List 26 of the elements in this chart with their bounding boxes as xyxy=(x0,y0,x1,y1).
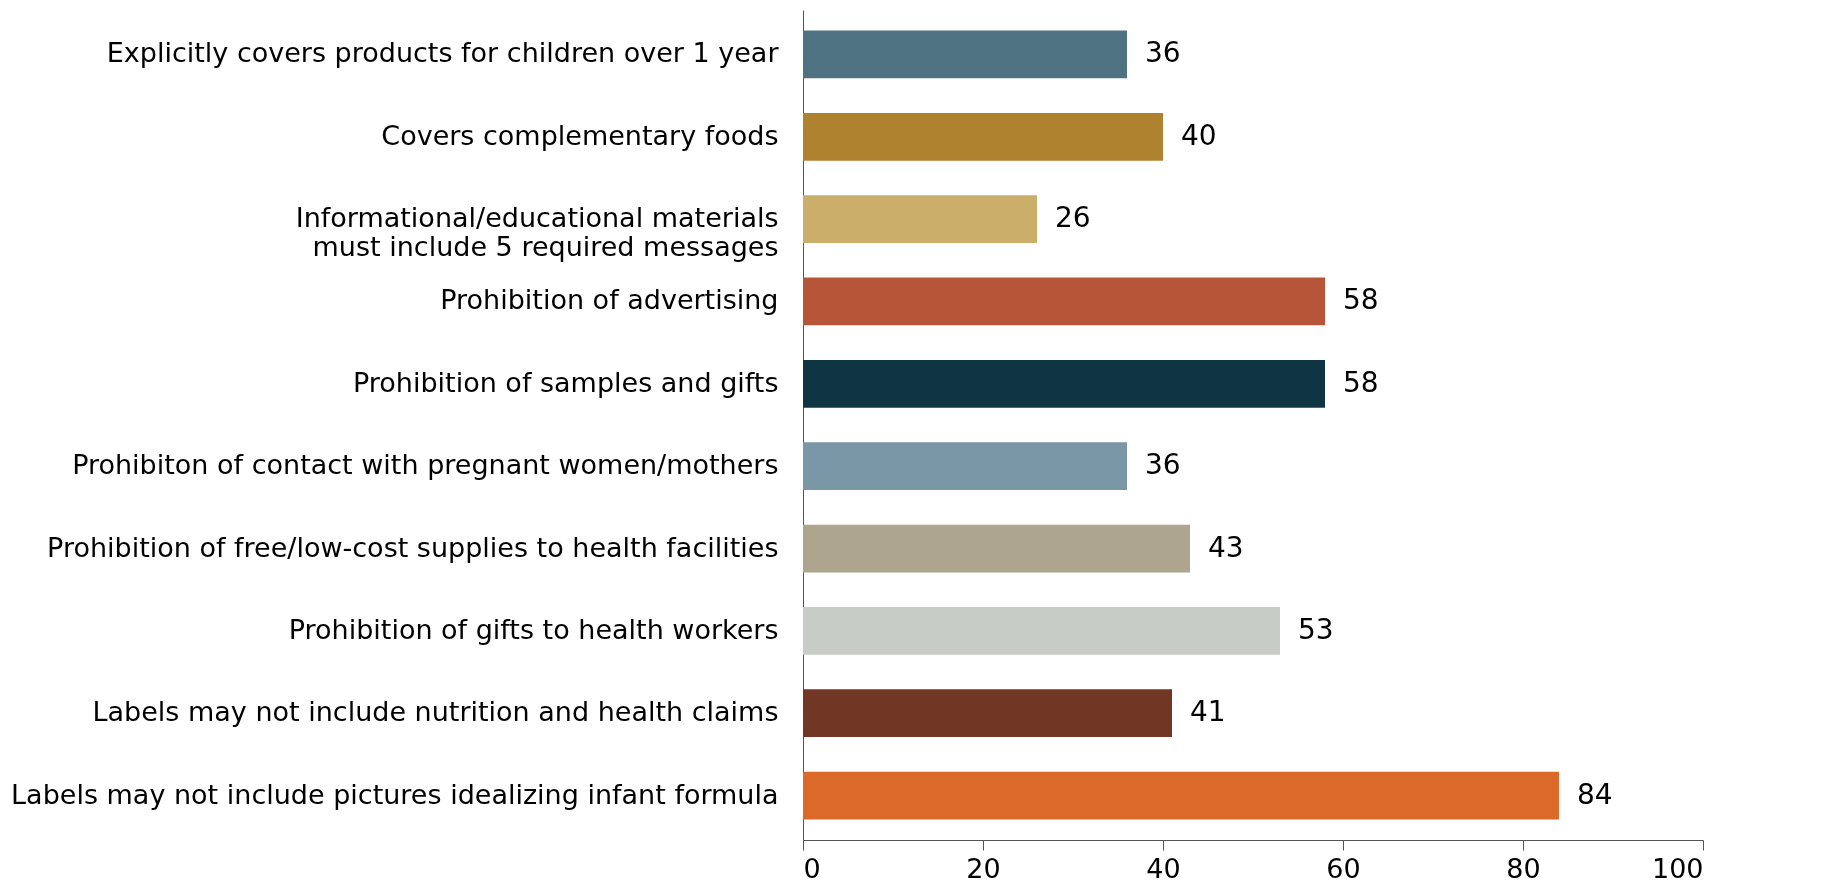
x-tick-label: 60 xyxy=(1326,852,1361,884)
y-tick-label: Prohibition of samples and gifts xyxy=(352,366,779,398)
y-tick-label: Explicitly covers products for children over 1 year xyxy=(106,37,780,69)
y-tick-label: Prohibition of free/low-cost supplies to health facilities xyxy=(47,531,779,563)
x-tick-label: 20 xyxy=(966,852,1001,884)
y-tick-label: Prohibition of gifts to health workers xyxy=(288,613,779,645)
y-tick-label: Labels may not include pictures idealizing infant formula xyxy=(11,778,779,810)
data-label: 36 xyxy=(1145,448,1181,482)
data-label: 43 xyxy=(1208,530,1244,564)
data-label: 40 xyxy=(1181,118,1217,152)
data-label: 41 xyxy=(1190,695,1226,729)
x-tick-label: 0 xyxy=(803,852,821,884)
data-label: 58 xyxy=(1343,283,1379,317)
data-label: 84 xyxy=(1577,777,1613,811)
data-label: 53 xyxy=(1298,612,1334,646)
y-tick-label: Covers complementary foods xyxy=(381,119,779,151)
y-tick-label: Prohibiton of contact with pregnant women/mothers xyxy=(72,449,779,481)
y-tick-label: Prohibition of advertising xyxy=(440,284,779,316)
x-tick-label: 80 xyxy=(1506,852,1541,884)
data-label: 36 xyxy=(1145,36,1181,70)
data-label: 26 xyxy=(1055,201,1091,235)
x-tick-label: 40 xyxy=(1146,852,1181,884)
y-tick-label: Informational/educational materials must include 5 required messages xyxy=(295,202,779,263)
data-label: 58 xyxy=(1343,365,1379,399)
y-tick-label: Labels may not include nutrition and health claims xyxy=(92,696,779,728)
x-tick-label: 100 xyxy=(1651,852,1704,884)
